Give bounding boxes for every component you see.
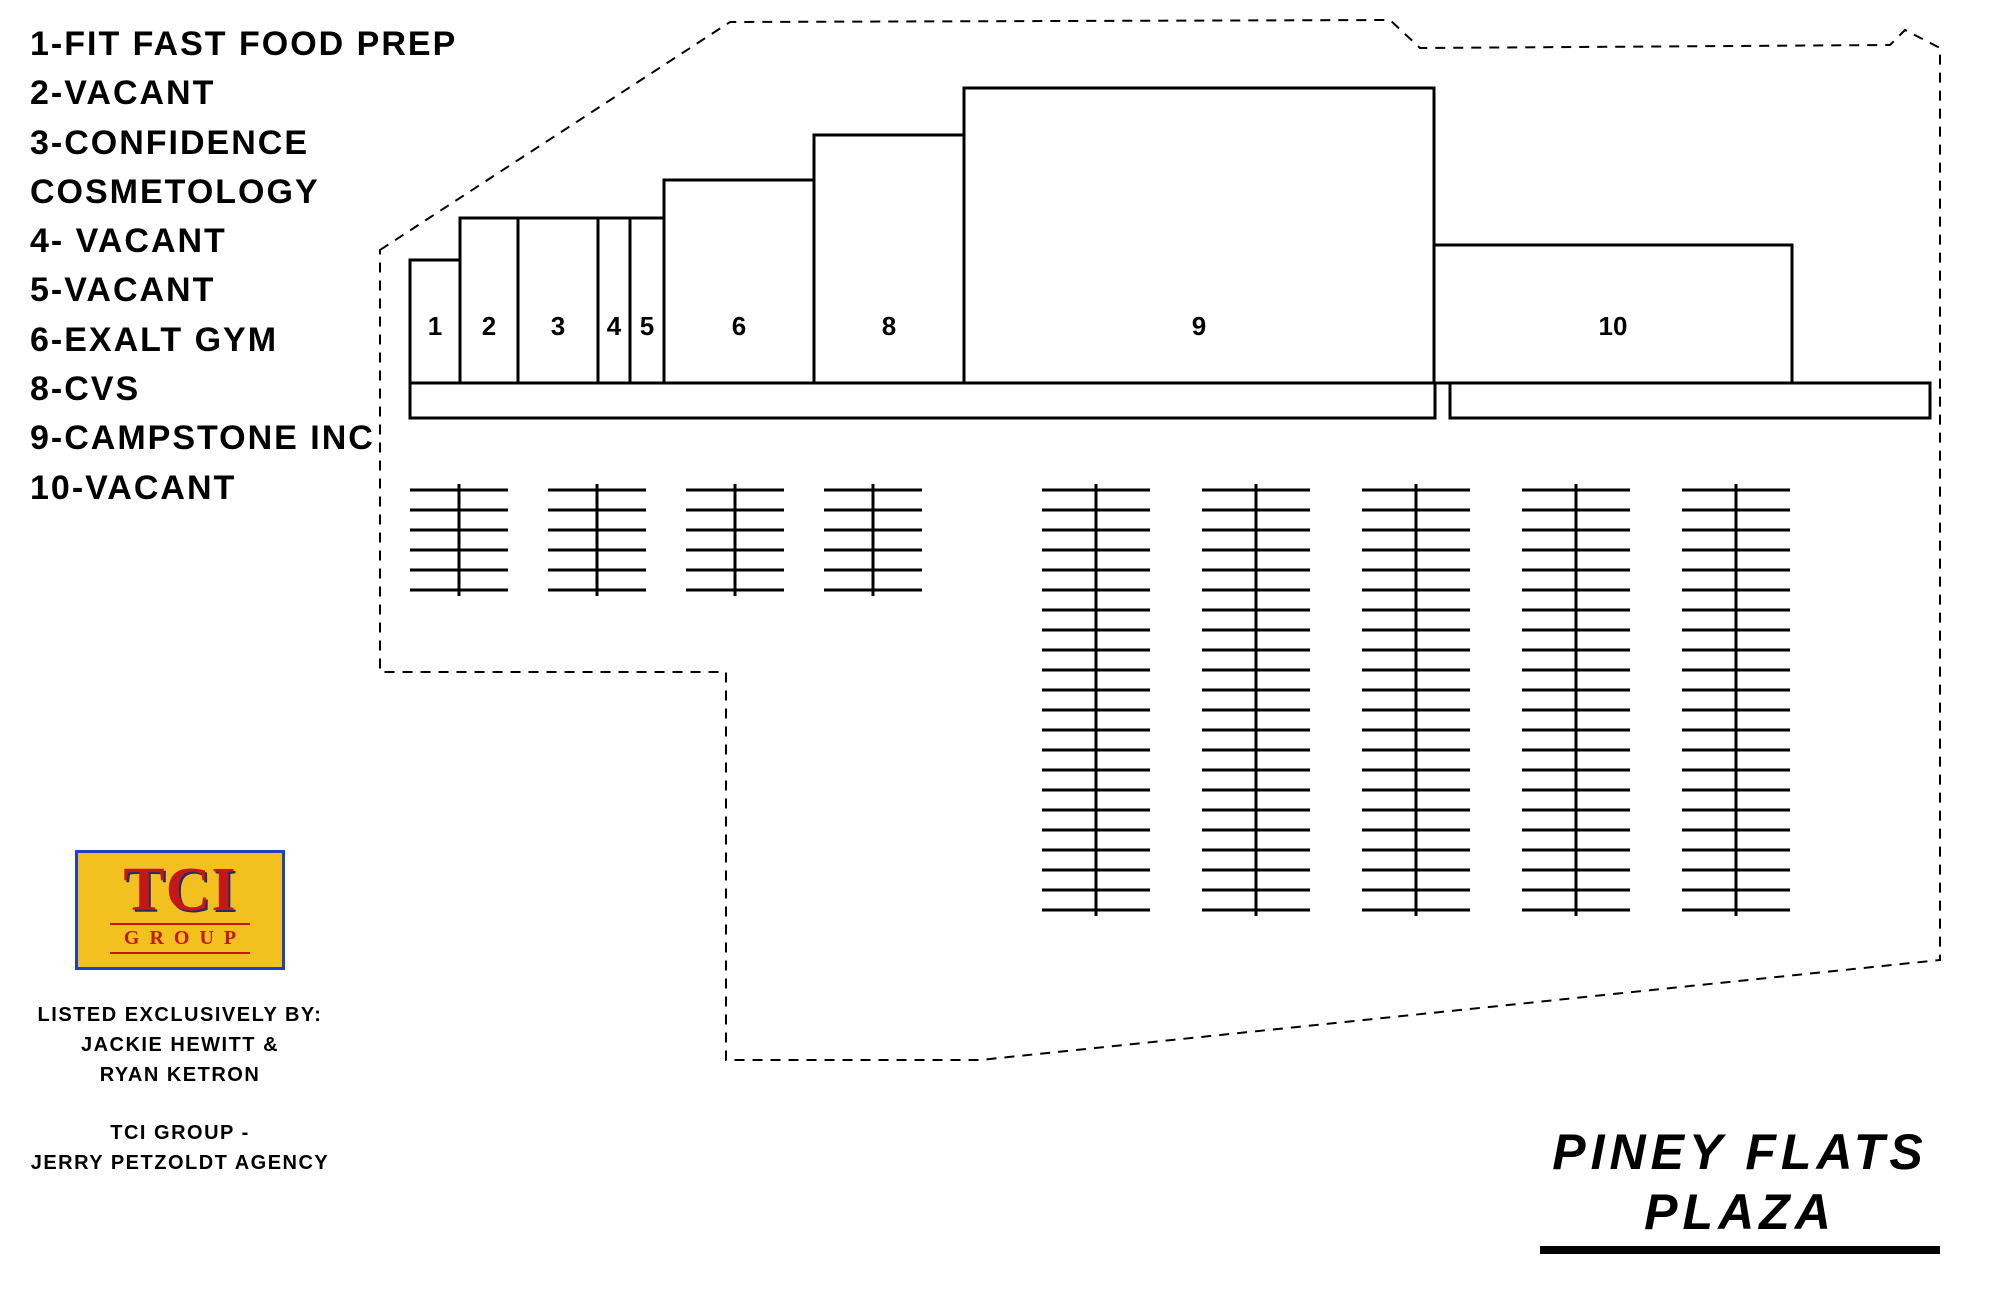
logo-top-text: TCI [78,859,282,921]
logo-bottom-text: GROUP [110,923,250,954]
svg-text:4: 4 [607,311,622,341]
svg-text:10: 10 [1599,311,1628,341]
site-plan-svg: 1 2 3 45 6 8 9 10 [340,0,1990,1150]
listed-line: JERRY PETZOLDT AGENCY [30,1148,330,1178]
svg-text:5: 5 [640,311,654,341]
svg-text:3: 3 [551,311,565,341]
svg-text:8: 8 [882,311,896,341]
tci-logo: TCI GROUP [75,850,285,970]
listed-line: RYAN KETRON [30,1060,330,1090]
svg-text:1: 1 [428,311,442,341]
svg-text:2: 2 [482,311,496,341]
page: 1-FIT FAST FOOD PREP2-VACANT3-CONFIDENCE… [0,0,2000,1294]
title-underline [1540,1246,1940,1254]
listing-info: LISTED EXCLUSIVELY BY: JACKIE HEWITT & R… [30,1000,330,1178]
listed-line: JACKIE HEWITT & [30,1030,330,1060]
listed-line: LISTED EXCLUSIVELY BY: [30,1000,330,1030]
title-line-2: PLAZA [1540,1182,1940,1242]
svg-text:9: 9 [1192,311,1206,341]
svg-text:6: 6 [732,311,746,341]
listed-line: TCI GROUP - [30,1118,330,1148]
